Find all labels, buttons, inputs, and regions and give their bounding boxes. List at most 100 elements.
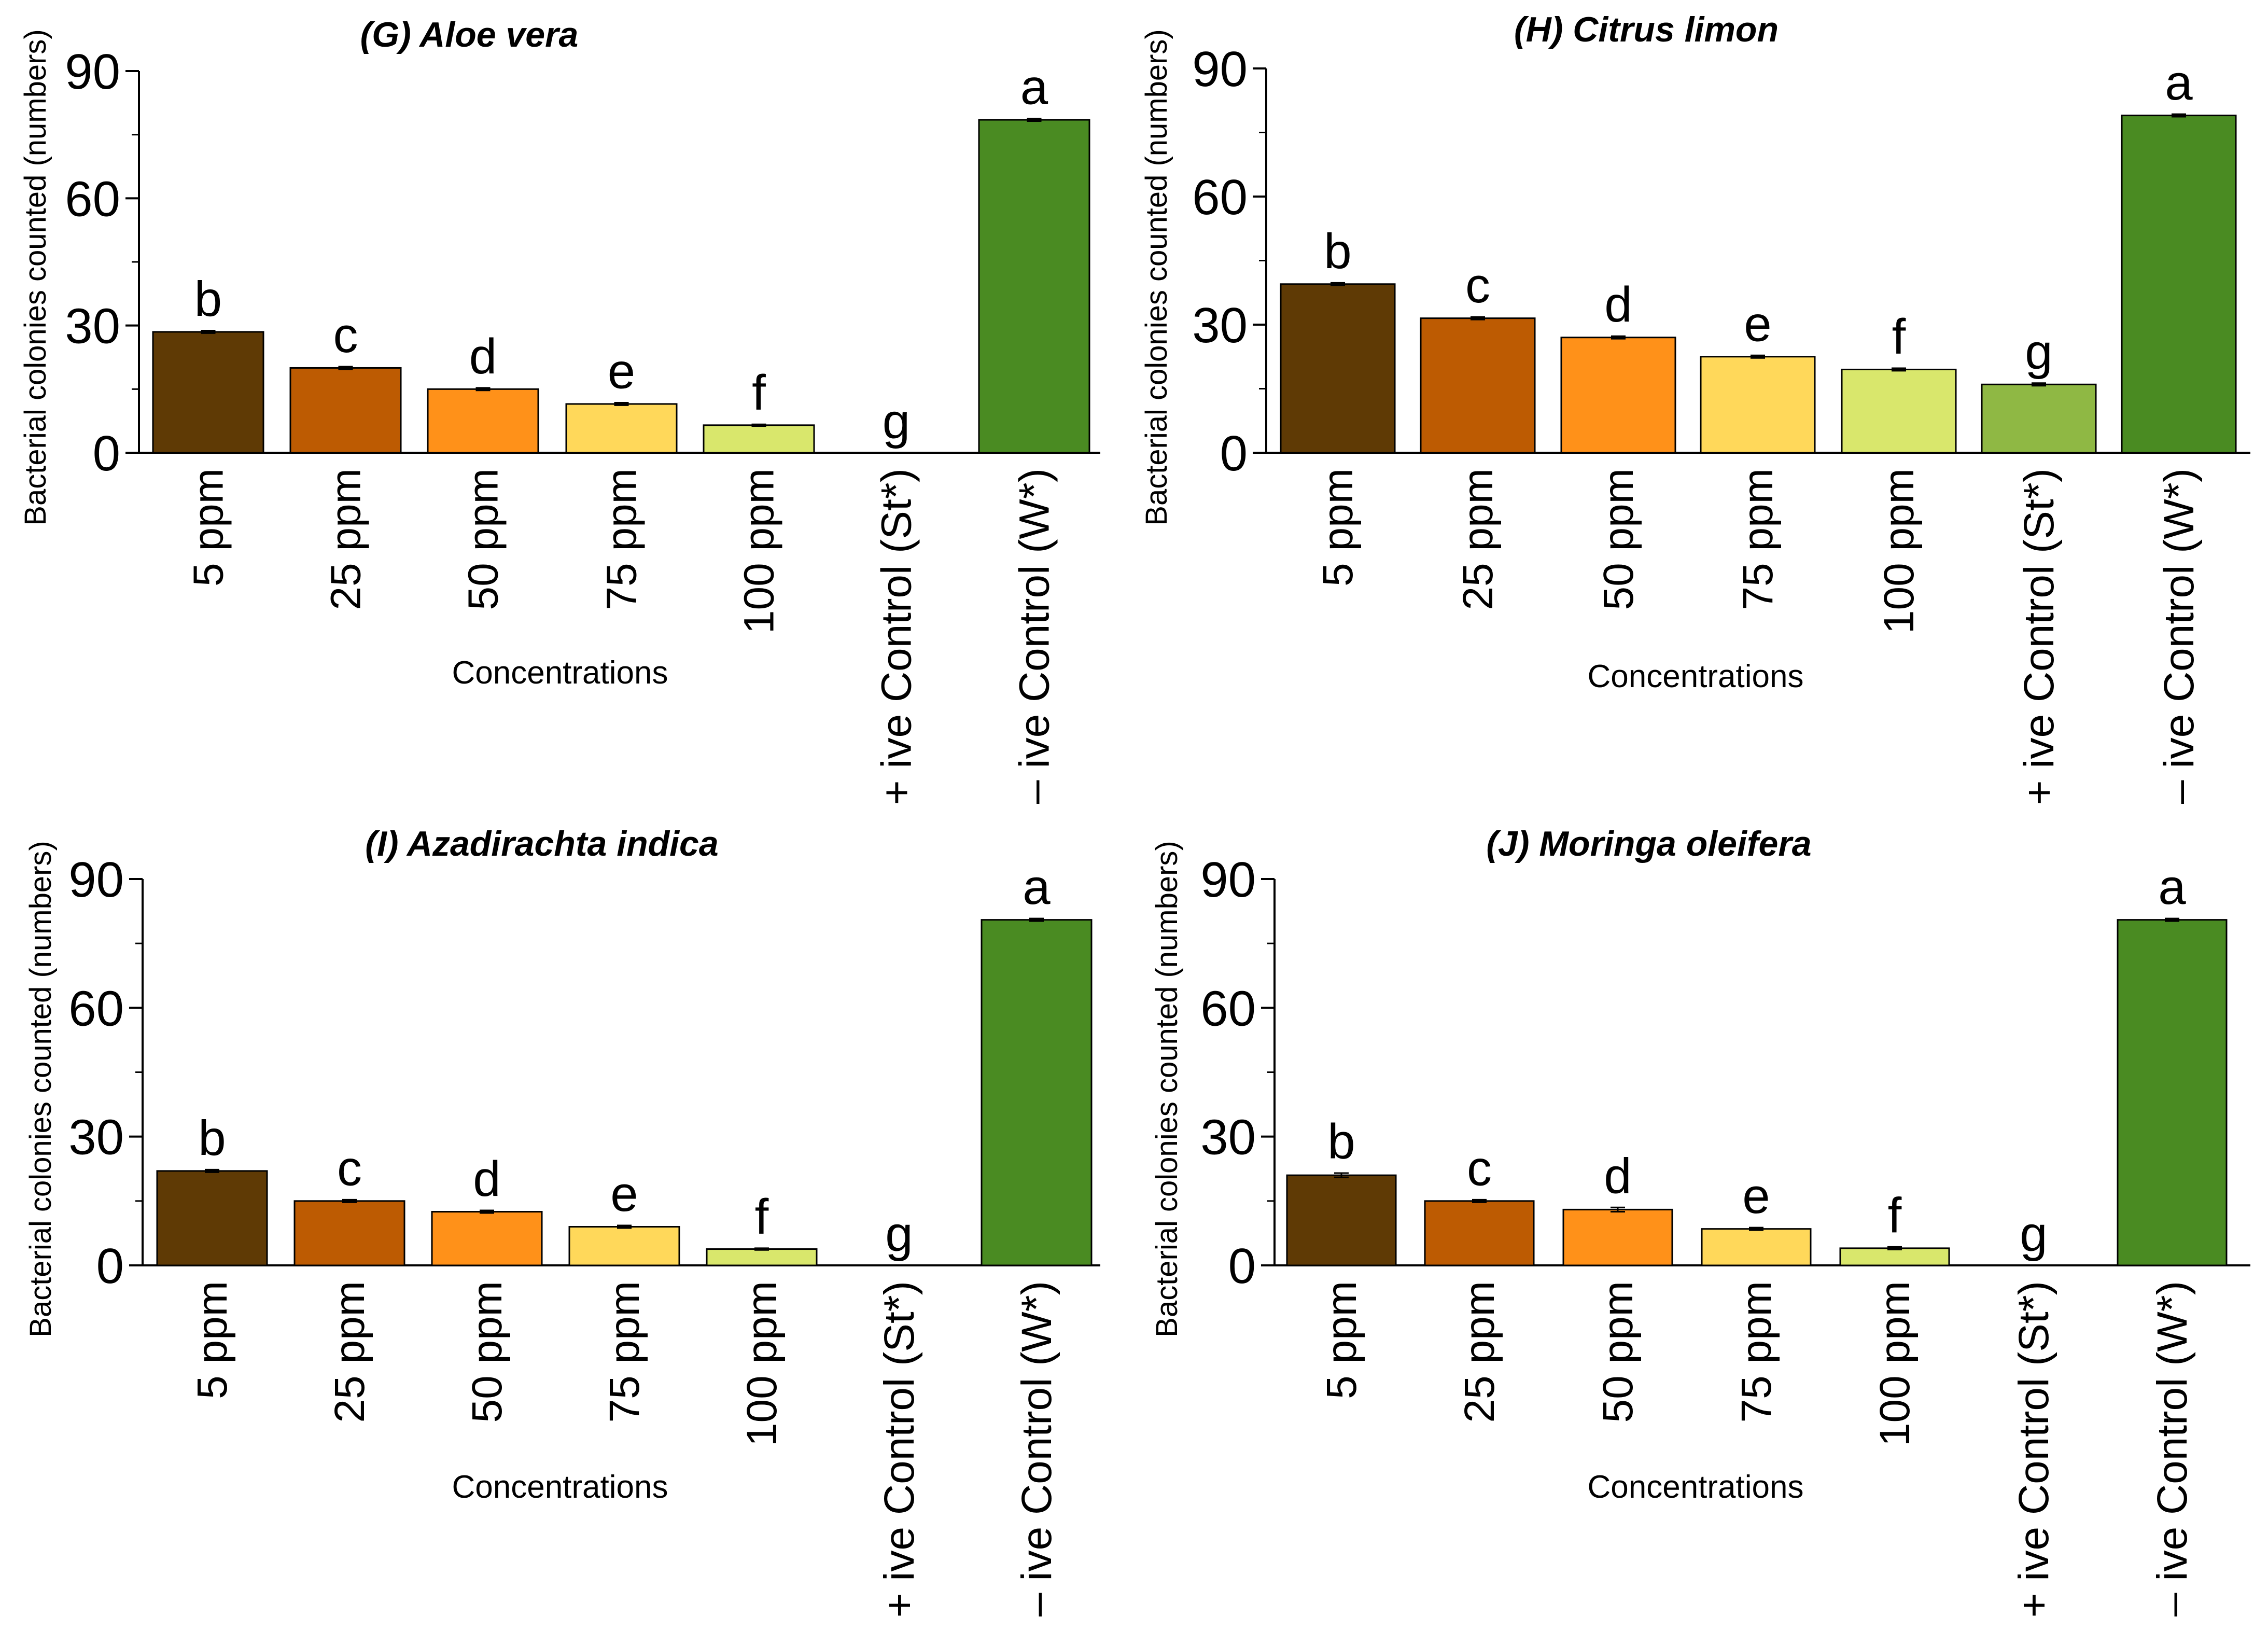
x-tick-label: 5 ppm — [189, 1281, 236, 1399]
x-tick-label: 5 ppm — [1314, 468, 1362, 587]
x-tick-label: – ive Control (W*) — [1013, 1281, 1060, 1616]
significance-letter: d — [1604, 1148, 1631, 1204]
y-tick-label: 60 — [68, 981, 124, 1036]
y-tick-label: 90 — [68, 852, 124, 908]
significance-letter: a — [2165, 55, 2193, 110]
significance-letter: d — [473, 1151, 500, 1207]
chart-title: (I) Azadirachta indica — [365, 824, 718, 863]
significance-letter: d — [1604, 277, 1632, 332]
y-axis-label: Bacterial colonies counted (numbers) — [19, 29, 52, 525]
bar — [706, 1248, 818, 1266]
bar — [1841, 368, 1957, 454]
bar — [978, 119, 1090, 454]
bar — [1560, 337, 1676, 454]
bar — [156, 1170, 268, 1266]
bar — [1420, 317, 1536, 454]
bar — [2121, 115, 2237, 454]
y-tick-label: 0 — [96, 1238, 124, 1294]
significance-letter: b — [1324, 224, 1351, 279]
x-tick-label: 5 ppm — [1318, 1281, 1365, 1399]
x-tick-label: + ive Control (St*) — [2010, 1281, 2057, 1618]
significance-letter: c — [1465, 258, 1490, 313]
bar — [1700, 356, 1816, 454]
y-tick-label: 90 — [1192, 41, 1248, 97]
plot-area: 0 30 60 90 b 5 ppm c 25 ppm d 50 ppm e 75 ppm f 100 p… — [1200, 852, 2250, 1618]
bar — [1701, 1228, 1812, 1266]
significance-letter: g — [885, 1206, 913, 1262]
x-tick-label: – ive Control (W*) — [2149, 1281, 2196, 1616]
y-tick-label: 90 — [1200, 852, 1256, 908]
plot-area: 0 30 60 90 b 5 ppm c 25 ppm d 50 ppm e 75 ppm f 100 p… — [68, 852, 1100, 1618]
bar — [427, 388, 539, 454]
y-tick-label: 30 — [1192, 298, 1248, 353]
chart-panel-azadirachta-indica: (I) Azadirachta indica Bacterial colonie… — [24, 824, 1100, 1618]
x-axis-label: Concentrations — [452, 655, 668, 691]
x-tick-label: + ive Control (St*) — [2015, 468, 2063, 805]
bar — [1839, 1247, 1950, 1266]
y-tick-label: 60 — [1192, 170, 1248, 225]
significance-letter: c — [337, 1140, 362, 1196]
x-tick-label: 50 ppm — [460, 468, 507, 610]
x-tick-label: 100 ppm — [1875, 468, 1923, 634]
x-tick-label: 100 ppm — [736, 468, 783, 634]
x-tick-label: 100 ppm — [1871, 1281, 1919, 1446]
significance-letter: e — [1744, 296, 1771, 352]
x-tick-label: 75 ppm — [598, 468, 646, 610]
significance-letter: a — [2158, 859, 2186, 915]
x-tick-label: 75 ppm — [601, 1281, 648, 1423]
y-axis-label: Bacterial colonies counted (numbers) — [24, 841, 58, 1337]
significance-letter: g — [2025, 324, 2052, 380]
chart-panel-aloe-vera: (G) Aloe vera Bacterial colonies counted… — [19, 15, 1100, 805]
bar — [1286, 1174, 1397, 1266]
bar — [289, 367, 402, 454]
bar — [703, 424, 815, 454]
y-axis-label: Bacterial colonies counted (numbers) — [1150, 841, 1184, 1337]
significance-letter: a — [1023, 859, 1051, 915]
y-tick-label: 0 — [1220, 426, 1248, 481]
chart-panel-citrus-limon: (H) Citrus limon Bacterial colonies coun… — [1140, 10, 2250, 805]
chart-panel-moringa-oleifera: (J) Moringa oleifera Bacterial colonies … — [1150, 824, 2250, 1618]
x-tick-label: 25 ppm — [1456, 1281, 1503, 1423]
x-tick-label: 5 ppm — [185, 468, 232, 587]
y-tick-label: 60 — [65, 171, 120, 227]
significance-letter: f — [752, 365, 766, 421]
y-tick-label: 0 — [1228, 1238, 1256, 1294]
significance-letter: b — [1327, 1114, 1355, 1169]
x-tick-label: 25 ppm — [326, 1281, 373, 1423]
significance-letter: f — [1892, 309, 1906, 365]
bar — [152, 331, 264, 454]
significance-letter: g — [2020, 1206, 2047, 1262]
x-tick-label: + ive Control (St*) — [876, 1281, 923, 1618]
y-tick-label: 0 — [93, 426, 120, 481]
y-tick-label: 30 — [65, 299, 120, 354]
x-tick-label: – ive Control (W*) — [2155, 468, 2203, 804]
y-tick-label: 30 — [68, 1110, 124, 1165]
x-axis-label: Concentrations — [1587, 659, 1803, 694]
bar — [2117, 919, 2228, 1266]
plot-area: 0 30 60 90 b 5 ppm c 25 ppm d 50 ppm e 75 ppm f 100 p… — [1192, 41, 2250, 805]
significance-letter: e — [610, 1166, 638, 1222]
significance-letter: e — [1742, 1168, 1770, 1224]
significance-letter: c — [333, 308, 358, 363]
plot-area: 0 30 60 90 b 5 ppm c 25 ppm d 50 ppm e 75 ppm f 100 p… — [65, 44, 1100, 805]
significance-letter: f — [755, 1189, 769, 1245]
chart-title: (G) Aloe vera — [360, 15, 579, 54]
significance-letter: e — [608, 344, 635, 399]
bar — [1562, 1208, 1673, 1266]
y-tick-label: 90 — [65, 44, 120, 100]
x-tick-label: 75 ppm — [1733, 1281, 1780, 1423]
x-tick-label: 25 ppm — [1454, 468, 1502, 610]
x-tick-label: 50 ppm — [1594, 1281, 1642, 1423]
significance-letter: b — [194, 271, 222, 327]
bar — [1280, 283, 1396, 454]
x-tick-label: – ive Control (W*) — [1011, 468, 1058, 804]
y-axis-label: Bacterial colonies counted (numbers) — [1140, 29, 1173, 525]
significance-letter: b — [198, 1110, 226, 1166]
x-tick-label: + ive Control (St*) — [873, 468, 920, 805]
bar — [568, 1226, 680, 1266]
x-tick-label: 100 ppm — [738, 1281, 786, 1446]
x-tick-label: 50 ppm — [1595, 468, 1642, 610]
x-tick-label: 25 ppm — [323, 468, 370, 610]
chart-title: (J) Moringa oleifera — [1486, 824, 1811, 863]
